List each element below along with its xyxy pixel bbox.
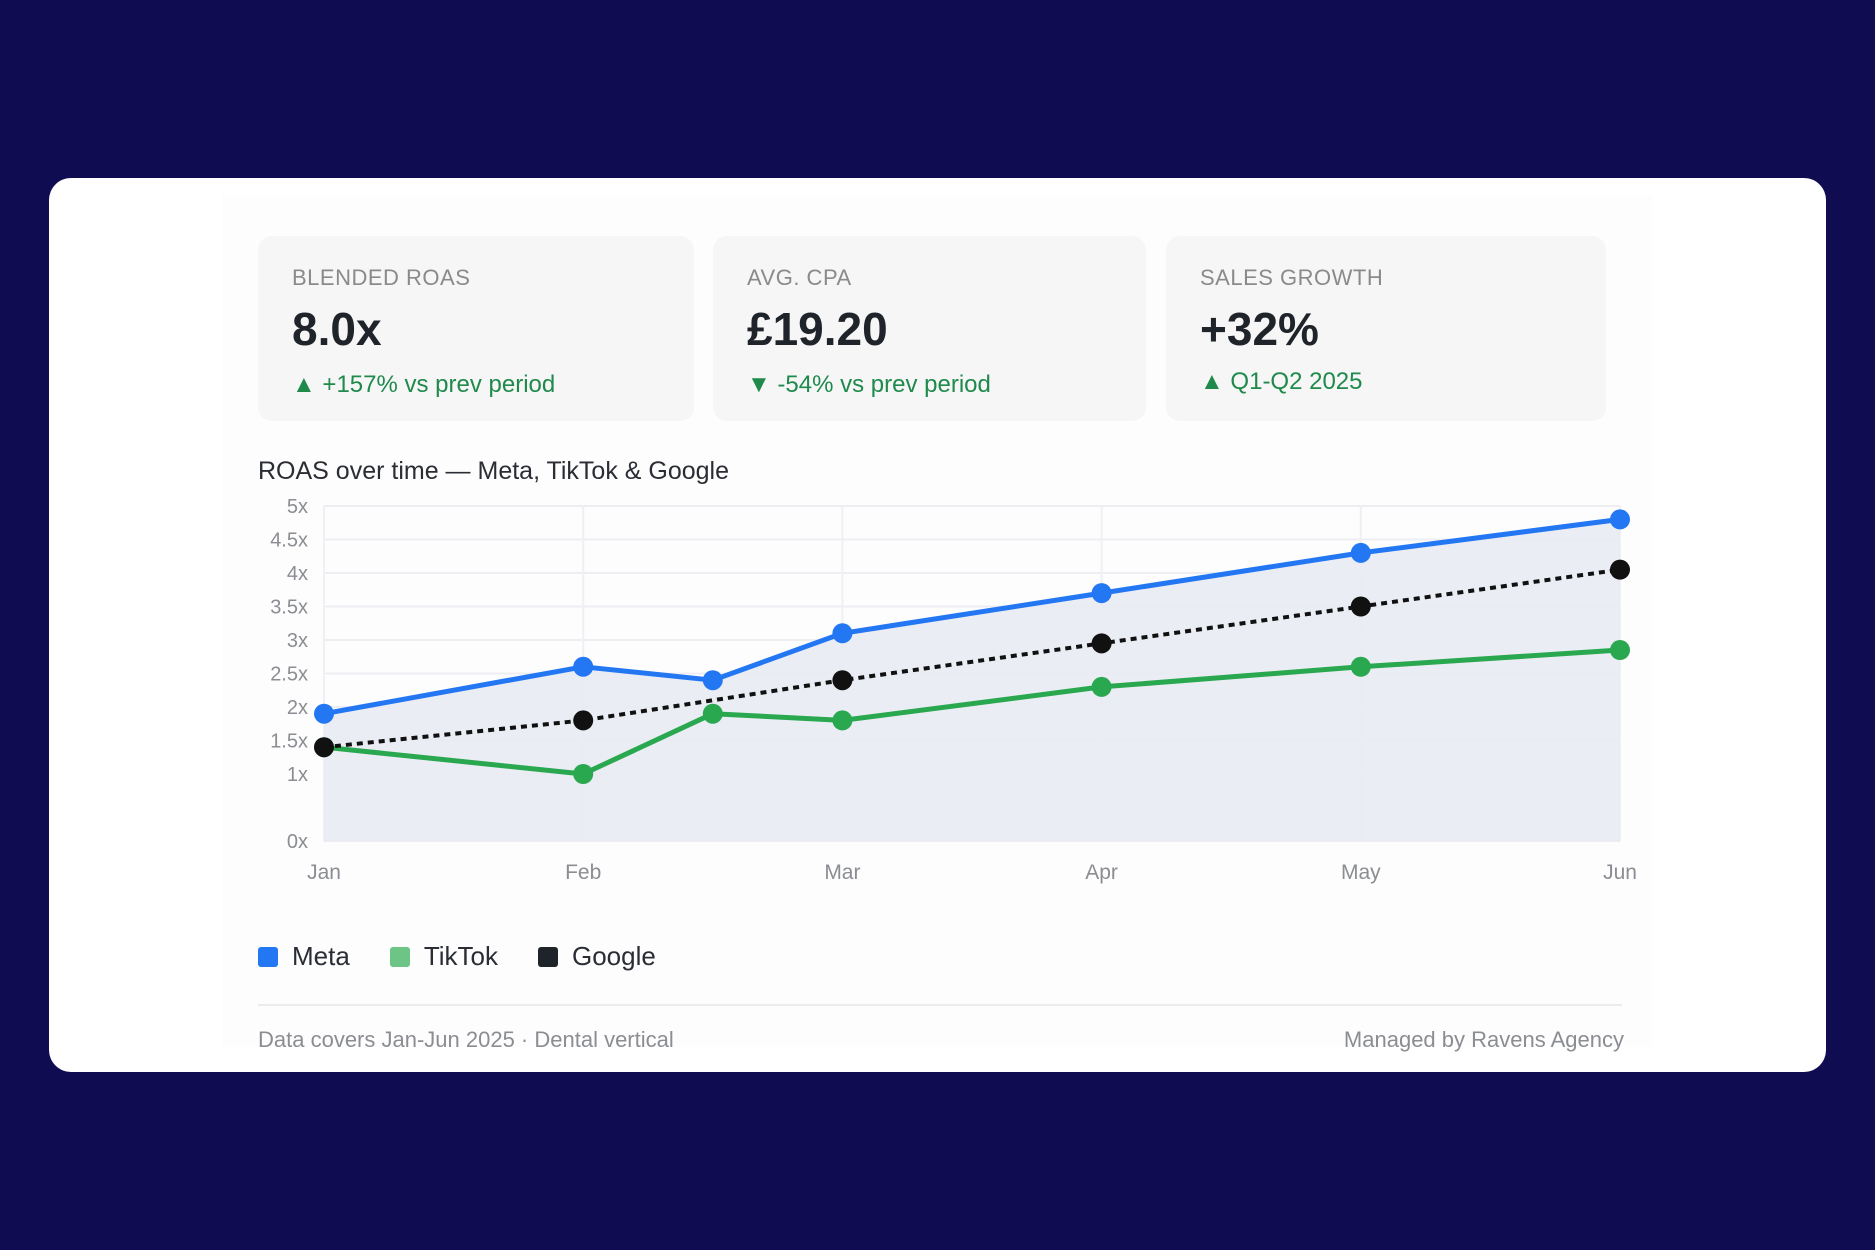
kpi-label: AVG. CPA <box>747 265 852 290</box>
legend-label: Meta <box>292 941 350 971</box>
y-tick-label: 2x <box>287 697 308 719</box>
x-tick-label: Jun <box>1603 861 1637 884</box>
footer-note: Data covers Jan-Jun 2025 · Dental vertic… <box>258 1027 674 1052</box>
legend-label: Google <box>571 941 656 971</box>
kpi-delta: ▲ Q1-Q2 2025 <box>1200 368 1363 396</box>
kpi-label: BLENDED ROAS <box>292 265 471 290</box>
y-tick-label: 2.5x <box>270 664 308 686</box>
data-point-tiktok <box>1350 656 1371 677</box>
chart-title: ROAS over time — Meta, TikTok & Google <box>258 457 729 485</box>
kpi-value: 8.0x <box>292 303 382 355</box>
y-tick-label: 3.5x <box>270 597 308 619</box>
data-point-meta <box>1610 509 1630 530</box>
kpi-value: £19.20 <box>747 303 888 355</box>
data-point-tiktok <box>832 710 853 731</box>
data-point-google <box>832 670 853 691</box>
kpi-delta: ▲ +157% vs prev period <box>292 371 555 399</box>
data-point-google <box>1610 559 1630 580</box>
kpi-delta-text: Q1-Q2 2025 <box>1230 368 1363 395</box>
kpi-delta-text: -54% vs prev period <box>777 371 991 398</box>
series-area-meta <box>324 519 1620 841</box>
y-tick-label: 4.5x <box>270 530 308 552</box>
y-tick-label: 3x <box>287 630 308 652</box>
y-tick-label: 1x <box>287 764 308 786</box>
kpi-delta: ▼ -54% vs prev period <box>747 371 991 399</box>
data-point-google <box>1091 633 1112 654</box>
data-point-meta <box>573 656 594 677</box>
data-point-google <box>314 737 334 758</box>
x-tick-label: May <box>1341 861 1381 884</box>
chart-legend: Meta TikTok Google <box>258 941 656 972</box>
data-point-tiktok <box>1610 640 1630 661</box>
kpi-blended-roas: BLENDED ROAS 8.0x ▲ +157% vs prev period <box>258 236 694 421</box>
y-tick-label: 5x <box>287 496 308 518</box>
data-point-meta <box>1350 542 1371 563</box>
legend-item-google[interactable]: Google <box>537 941 656 972</box>
roas-line-chart: 0x 1x 1.5x 2x 2.5x 3x 3.5x 4x 4.5x 5x Jan Feb Mar Apr… <box>270 496 1637 884</box>
kpi-delta-text: +157% vs prev period <box>322 371 556 398</box>
data-point-meta <box>702 670 723 691</box>
data-point-meta <box>832 623 853 644</box>
legend-item-meta[interactable]: Meta <box>258 941 350 972</box>
data-point-tiktok <box>702 703 723 724</box>
legend-swatch <box>258 946 278 967</box>
triangle-down-icon: ▼ <box>747 371 778 398</box>
legend-label: TikTok <box>423 941 498 971</box>
footer-credit: Managed by Ravens Agency <box>1343 1027 1624 1052</box>
report-panel: BLENDED ROAS 8.0x ▲ +157% vs prev period… <box>222 195 1652 1052</box>
data-point-google <box>1350 596 1371 617</box>
data-point-tiktok <box>573 764 594 784</box>
kpi-label: SALES GROWTH <box>1200 265 1384 290</box>
footer-divider <box>258 1004 1622 1006</box>
dashboard-card: BLENDED ROAS 8.0x ▲ +157% vs prev period… <box>49 178 1826 1072</box>
x-tick-label: Jan <box>307 861 341 884</box>
legend-swatch <box>389 946 410 967</box>
y-tick-label: 0x <box>287 831 308 853</box>
legend-item-tiktok[interactable]: TikTok <box>389 941 498 972</box>
triangle-up-icon: ▲ <box>1200 368 1231 395</box>
y-tick-label: 1.5x <box>270 731 308 753</box>
triangle-up-icon: ▲ <box>292 371 323 398</box>
series-line-google <box>323 567 1621 750</box>
kpi-value: +32% <box>1200 303 1319 355</box>
data-point-meta <box>1091 583 1112 604</box>
x-tick-label: Apr <box>1085 861 1118 884</box>
x-tick-label: Feb <box>565 861 601 884</box>
data-point-meta <box>314 703 334 724</box>
data-point-google <box>573 710 594 731</box>
kpi-avg-cpa: AVG. CPA £19.20 ▼ -54% vs prev period <box>713 236 1146 421</box>
kpi-sales-growth: SALES GROWTH +32% ▲ Q1-Q2 2025 <box>1166 236 1606 421</box>
data-point-tiktok <box>1091 676 1112 697</box>
x-tick-label: Mar <box>824 861 860 884</box>
legend-swatch <box>537 946 558 967</box>
y-tick-label: 4x <box>287 563 308 585</box>
